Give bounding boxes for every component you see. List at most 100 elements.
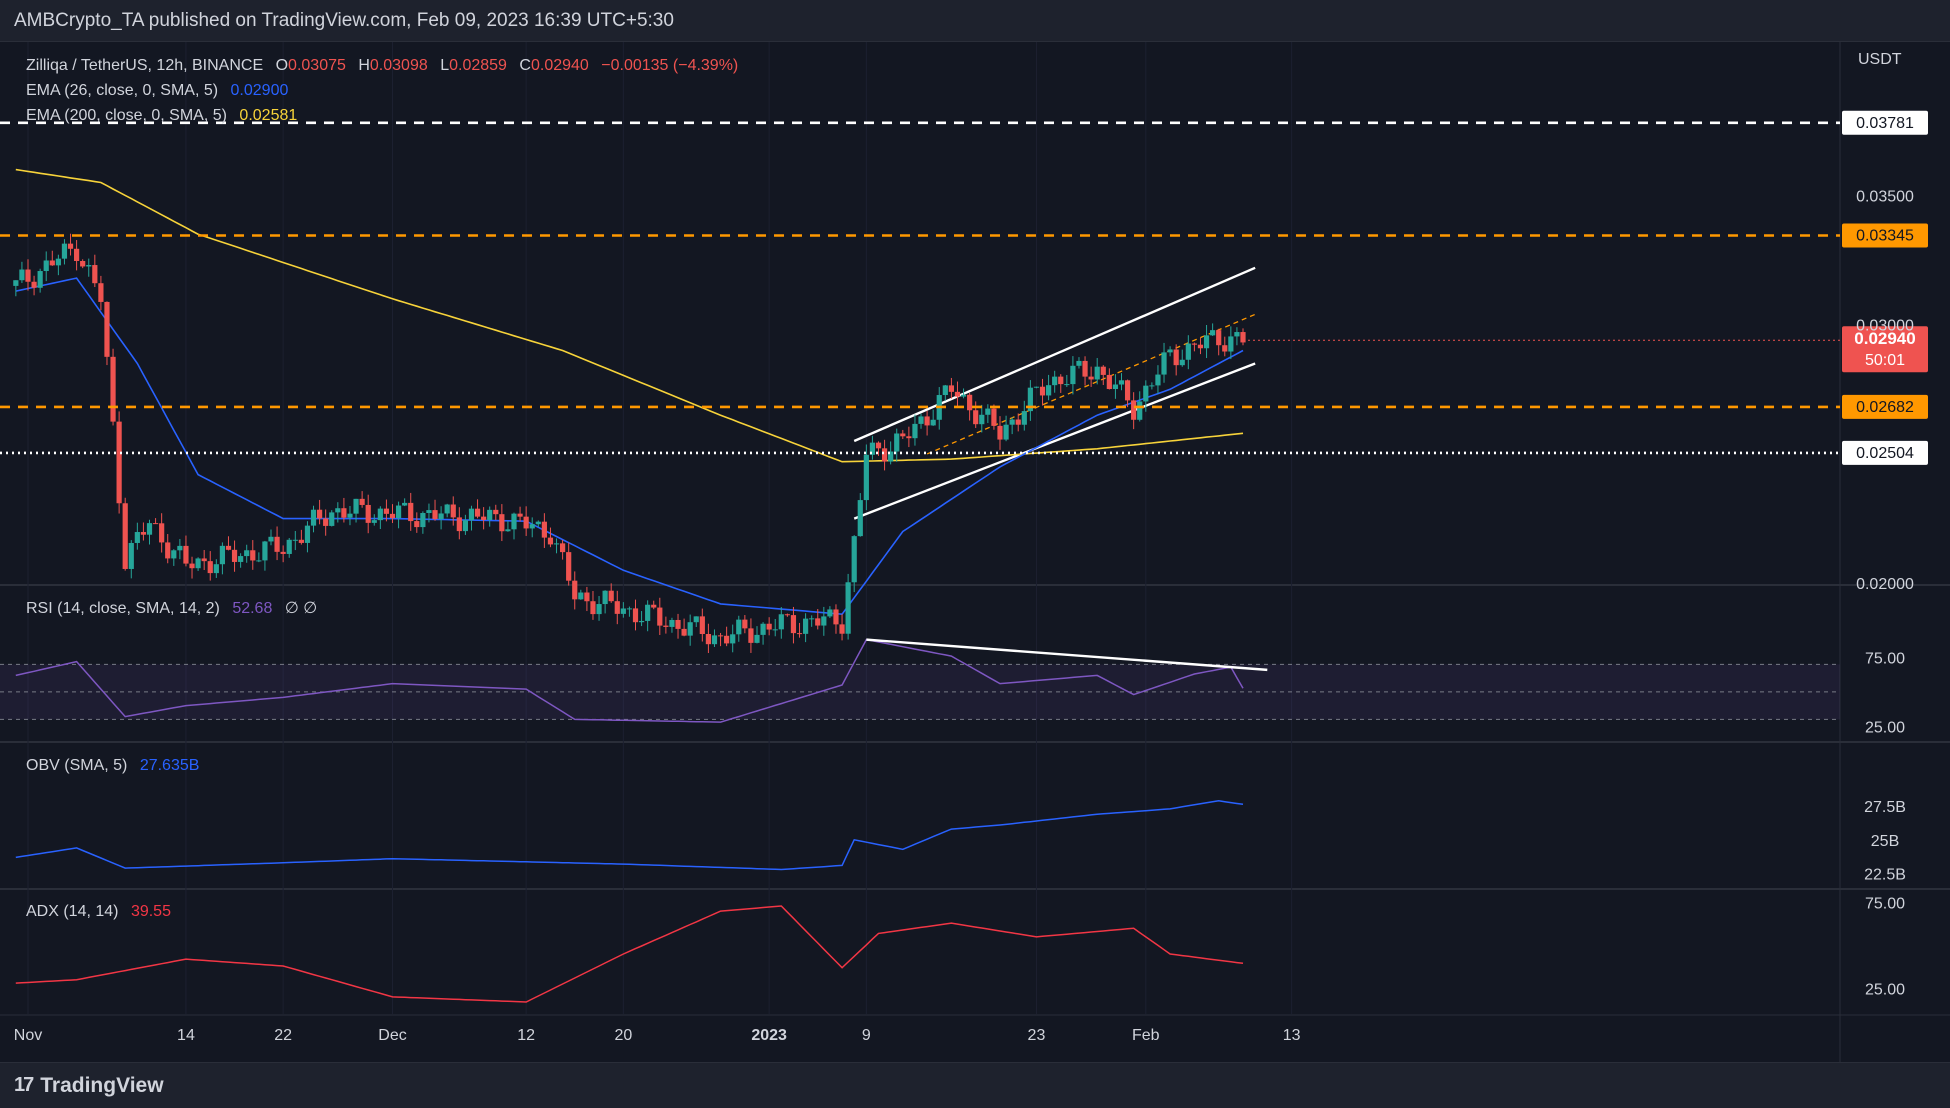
candle-body — [736, 619, 742, 635]
candle-body — [1046, 385, 1052, 396]
candle-body — [881, 448, 888, 462]
candle-body — [1197, 344, 1204, 349]
candle-body — [821, 616, 827, 626]
svg-text:RSI (14, close, SMA, 14, 2): RSI (14, close, SMA, 14, 2) 52.68 ∅ ∅ — [26, 600, 317, 617]
candle-body — [657, 607, 663, 626]
candle-body — [967, 394, 973, 411]
candle-body — [1228, 336, 1234, 352]
candle-body — [979, 414, 985, 425]
candle-body — [687, 622, 693, 636]
candle-body — [754, 634, 760, 643]
svg-text:ADX (14, 14) 39.55: ADX (14, 14) 39.55 — [26, 903, 171, 920]
candle-body — [590, 601, 596, 615]
time-tick-label: 23 — [1028, 1027, 1046, 1044]
change-value: −0.00135 (−4.39%) — [601, 57, 738, 74]
candle-body — [389, 513, 396, 519]
candle-body — [1143, 385, 1149, 402]
candle-body — [906, 436, 912, 439]
current-price-label: 0.02940 — [1854, 329, 1915, 348]
obv-tick-label: 27.5B — [1864, 799, 1906, 816]
candle-body — [1131, 400, 1137, 420]
candle-body — [250, 550, 256, 561]
candle-body — [13, 280, 19, 286]
candle-body — [1009, 419, 1015, 425]
candle-body — [323, 518, 329, 526]
candle-body — [1052, 376, 1058, 386]
candle-body — [705, 633, 711, 645]
tradingview-logo[interactable]: 17 TradingView — [14, 1074, 164, 1098]
rsi-tick-label: 25.00 — [1865, 719, 1905, 736]
candle-body — [912, 423, 918, 439]
candle-body — [608, 590, 614, 602]
candle-body — [43, 260, 49, 272]
candle-body — [298, 539, 304, 543]
candle-body — [560, 543, 566, 553]
candle-body — [991, 408, 997, 426]
candle-body — [614, 601, 620, 614]
time-tick-label: 14 — [177, 1027, 195, 1044]
candle-body — [159, 523, 165, 543]
candle-body — [809, 618, 815, 620]
candle-body — [31, 281, 37, 288]
candle-body — [651, 604, 657, 608]
candle-body — [341, 508, 347, 518]
channel-lower-line — [853, 362, 1256, 520]
candle-body — [365, 504, 371, 523]
candle-body — [960, 394, 967, 397]
candle-body — [833, 609, 839, 625]
close-value: 0.02940 — [531, 57, 589, 74]
candle-body — [1155, 374, 1161, 386]
candle-body — [256, 560, 262, 562]
candle-body — [985, 408, 991, 415]
candle-body — [584, 592, 590, 602]
candle-body — [468, 508, 475, 521]
price-chart[interactable]: 0.03781 0.03345 0.02682 0.02504 0.02940 50:01… — [0, 42, 1950, 1062]
candle-body — [930, 419, 936, 426]
candle-body — [954, 391, 961, 397]
candle-body — [195, 558, 201, 569]
currency-label: USDT — [1858, 51, 1902, 68]
svg-text:OBV (SMA, 5) 27.635B: OBV (SMA, 5) 27.635B — [26, 757, 199, 774]
candle-body — [1137, 401, 1143, 420]
svg-text:EMA (200, close, 0, SMA, 5): EMA (200, close, 0, SMA, 5) 0.02581 — [26, 107, 297, 124]
ema200-legend-value: 0.02581 — [239, 107, 297, 124]
adx-legend-value: 39.55 — [131, 903, 171, 920]
candle-body — [474, 508, 481, 517]
candle-body — [110, 356, 116, 422]
candle-body — [487, 509, 493, 520]
obv-legend-label: OBV (SMA, 5) — [26, 757, 127, 774]
candle-body — [1167, 349, 1173, 353]
candle-body — [973, 410, 979, 425]
brand-name: TradingView — [40, 1073, 164, 1097]
adx-line — [15, 905, 1244, 1003]
candle-body — [1039, 386, 1046, 396]
candle-body — [1076, 360, 1082, 366]
candle-body — [535, 521, 541, 525]
level-price-label: 0.03345 — [1856, 227, 1914, 244]
candle-body — [116, 421, 122, 504]
candle-body — [1064, 384, 1070, 386]
candle-body — [827, 609, 833, 617]
candle-body — [1149, 385, 1155, 387]
candle-body — [863, 454, 869, 501]
candle-body — [900, 433, 906, 437]
footer-bar: 17 TradingView — [0, 1062, 1950, 1108]
ema26-line — [15, 277, 1244, 616]
candle-body — [547, 537, 554, 545]
level-price-tag — [1842, 440, 1928, 465]
ema26-legend-label: EMA (26, close, 0, SMA, 5) — [26, 82, 218, 99]
obv-tick-label: 22.5B — [1864, 867, 1906, 884]
time-tick-label: 13 — [1283, 1027, 1301, 1044]
candle-body — [171, 550, 177, 559]
candle-body — [92, 265, 98, 284]
candle-body — [1106, 374, 1112, 390]
low-label: L — [440, 57, 449, 74]
candle-body — [128, 542, 134, 569]
candle-body — [948, 385, 954, 392]
candle-body — [742, 619, 748, 629]
candle-body — [1124, 380, 1131, 401]
candle-body — [152, 523, 159, 525]
candle-body — [61, 243, 68, 259]
candle-body — [1216, 330, 1222, 346]
candle-body — [67, 243, 74, 249]
